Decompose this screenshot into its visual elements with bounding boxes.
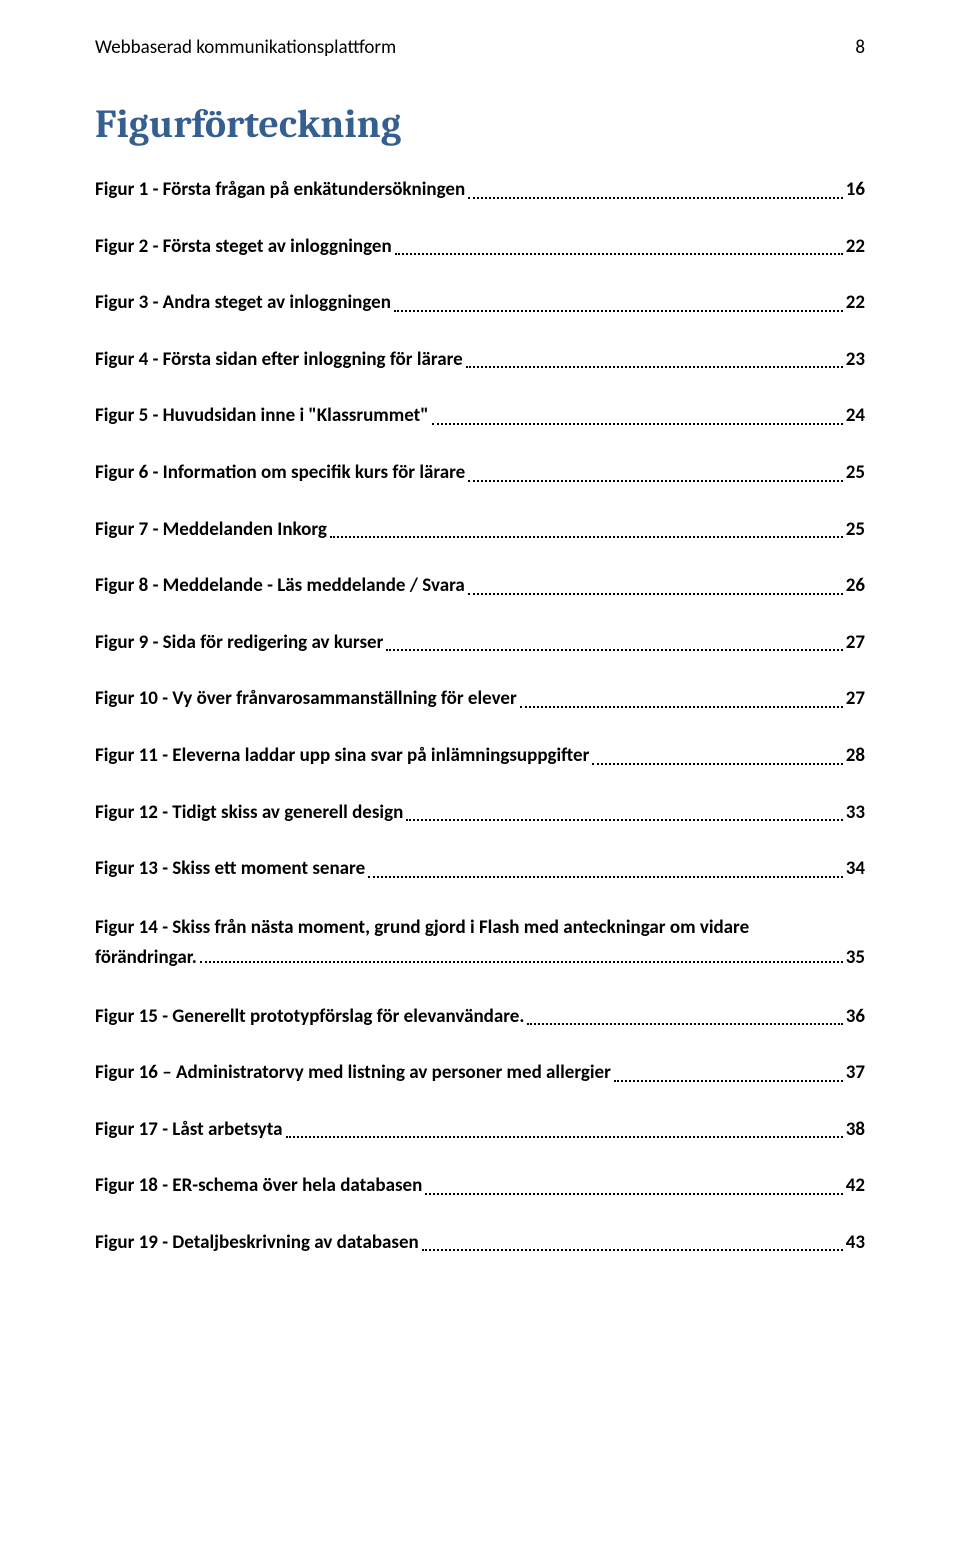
toc-entry: Figur 10 - Vy över frånvarosammanställni… [95, 686, 865, 713]
toc-page: 16 [846, 177, 865, 204]
toc-page: 25 [846, 460, 865, 487]
toc-label: Figur 3 - Andra steget av inloggningen [95, 290, 391, 317]
toc-label: Figur 7 - Meddelanden Inkorg [95, 517, 327, 544]
toc-entry: Figur 6 - Information om specifik kurs f… [95, 460, 865, 487]
table-of-figures: Figur 1 - Första frågan på enkätundersök… [95, 177, 865, 1256]
toc-leader [520, 691, 843, 708]
toc-page: 33 [846, 800, 865, 827]
toc-leader [432, 408, 843, 425]
toc-entry: Figur 12 - Tidigt skiss av generell desi… [95, 800, 865, 827]
toc-entry: Figur 18 - ER-schema över hela databasen… [95, 1173, 865, 1200]
toc-entry: Figur 7 - Meddelanden Inkorg 25 [95, 517, 865, 544]
header-page-number: 8 [855, 36, 865, 59]
toc-entry: Figur 9 - Sida för redigering av kurser 2… [95, 630, 865, 657]
section-heading: Figurförteckning [95, 101, 865, 147]
toc-label: Figur 19 - Detaljbeskrivning av database… [95, 1230, 419, 1257]
toc-label: Figur 4 - Första sidan efter inloggning … [95, 347, 463, 374]
toc-page: 24 [846, 403, 865, 430]
toc-leader [286, 1121, 843, 1138]
toc-page: 38 [846, 1117, 865, 1144]
toc-leader [466, 351, 843, 368]
toc-leader [422, 1234, 843, 1251]
toc-page: 34 [846, 856, 865, 883]
toc-leader [468, 464, 843, 481]
toc-entry: Figur 3 - Andra steget av inloggningen 22 [95, 290, 865, 317]
toc-entry: Figur 15 - Generellt prototypförslag för… [95, 1004, 865, 1031]
toc-label-line1: Figur 14 - Skiss från nästa moment, grun… [95, 913, 865, 943]
toc-label: Figur 17 - Låst arbetsyta [95, 1117, 283, 1144]
toc-entry: Figur 13 - Skiss ett moment senare 34 [95, 856, 865, 883]
toc-entry: Figur 17 - Låst arbetsyta 38 [95, 1117, 865, 1144]
toc-entry: Figur 8 - Meddelande - Läs meddelande / … [95, 573, 865, 600]
toc-page: 28 [846, 743, 865, 770]
toc-label: Figur 18 - ER-schema över hela databasen [95, 1173, 422, 1200]
toc-leader [386, 634, 842, 651]
toc-label: Figur 12 - Tidigt skiss av generell desi… [95, 800, 403, 827]
toc-entry: Figur 14 - Skiss från nästa moment, grun… [95, 913, 865, 974]
toc-page: 36 [846, 1004, 865, 1031]
toc-label: Figur 10 - Vy över frånvarosammanställni… [95, 686, 517, 713]
toc-page: 23 [846, 347, 865, 374]
toc-page: 26 [846, 573, 865, 600]
toc-label: Figur 15 - Generellt prototypförslag för… [95, 1004, 524, 1031]
toc-entry: Figur 19 - Detaljbeskrivning av database… [95, 1230, 865, 1257]
toc-page: 25 [846, 517, 865, 544]
toc-page: 42 [846, 1173, 865, 1200]
toc-label-line2: förändringar. [95, 943, 197, 973]
toc-label: Figur 6 - Information om specifik kurs f… [95, 460, 465, 487]
header-title: Webbaserad kommunikationsplattform [95, 36, 396, 59]
toc-leader [330, 521, 843, 538]
toc-leader [406, 804, 842, 821]
page-header: Webbaserad kommunikationsplattform 8 [95, 36, 865, 59]
toc-label: Figur 5 - Huvudsidan inne i "Klassrummet… [95, 403, 429, 430]
toc-entry: Figur 4 - Första sidan efter inloggning … [95, 347, 865, 374]
toc-leader [468, 578, 843, 595]
toc-label: Figur 8 - Meddelande - Läs meddelande / … [95, 573, 465, 600]
toc-leader [592, 747, 842, 764]
toc-label-line2-row: förändringar. 35 [95, 943, 865, 973]
toc-leader [395, 238, 843, 255]
toc-entry: Figur 2 - Första steget av inloggningen 2… [95, 234, 865, 261]
toc-leader [527, 1008, 842, 1025]
toc-page: 35 [846, 943, 865, 973]
toc-leader [425, 1178, 842, 1195]
toc-leader [368, 861, 843, 878]
toc-leader [468, 181, 843, 198]
toc-page: 22 [846, 234, 865, 261]
toc-page: 27 [846, 686, 865, 713]
toc-label: Figur 1 - Första frågan på enkätundersök… [95, 177, 465, 204]
toc-page: 43 [846, 1230, 865, 1257]
toc-leader [200, 946, 843, 963]
toc-leader [614, 1065, 843, 1082]
toc-entry: Figur 5 - Huvudsidan inne i "Klassrummet… [95, 403, 865, 430]
toc-label: Figur 2 - Första steget av inloggningen [95, 234, 392, 261]
toc-entry: Figur 1 - Första frågan på enkätundersök… [95, 177, 865, 204]
toc-label: Figur 16 – Administratorvy med listning … [95, 1060, 611, 1087]
toc-page: 27 [846, 630, 865, 657]
toc-leader [394, 295, 843, 312]
toc-label: Figur 11 - Eleverna laddar upp sina svar… [95, 743, 589, 770]
toc-entry: Figur 16 – Administratorvy med listning … [95, 1060, 865, 1087]
toc-label: Figur 13 - Skiss ett moment senare [95, 856, 365, 883]
toc-page: 22 [846, 290, 865, 317]
toc-page: 37 [846, 1060, 865, 1087]
toc-entry: Figur 11 - Eleverna laddar upp sina svar… [95, 743, 865, 770]
toc-label: Figur 9 - Sida för redigering av kurser [95, 630, 383, 657]
